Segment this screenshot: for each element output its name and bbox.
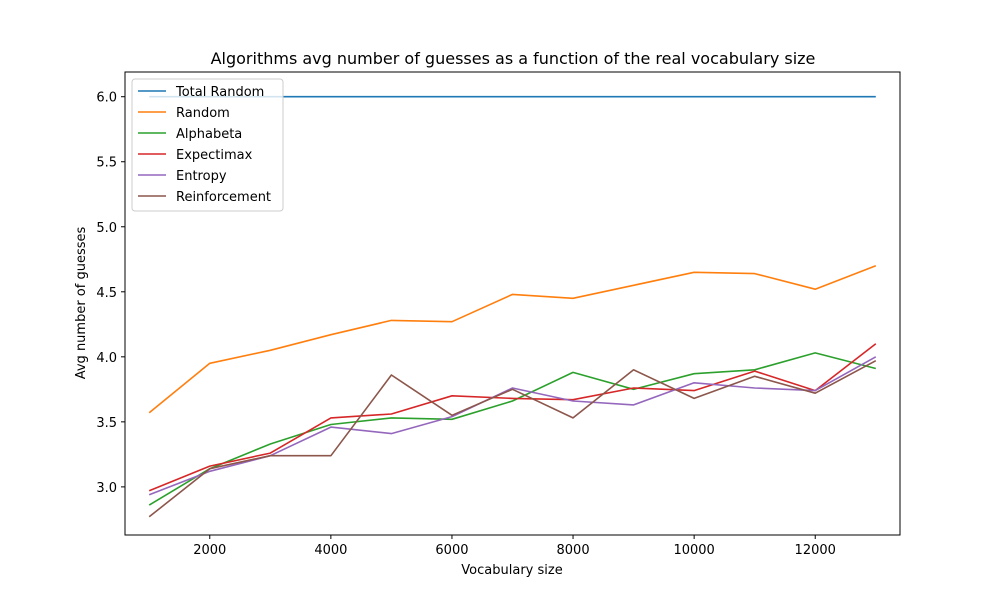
axes-frame — [124, 71, 901, 536]
y-tick-label: 5.0 — [96, 221, 117, 236]
series-line-alphabeta — [148, 352, 876, 506]
legend-label-alphabeta: Alphabeta — [176, 127, 242, 142]
x-axis-ticks: 2000 4000 6000 8000 10000 12000 — [193, 535, 836, 558]
x-axis-label: Vocabulary size — [461, 563, 562, 578]
series-line-random — [148, 265, 877, 414]
y-tick-label: 5.5 — [96, 156, 117, 171]
x-tick-label: 2000 — [193, 543, 226, 558]
legend: Total Random Random Alphabeta Expectimax Ent… — [131, 78, 284, 212]
y-tick-label: 4.5 — [96, 286, 117, 301]
y-axis-label: Avg number of guesses — [74, 226, 89, 379]
y-tick-label: 4.0 — [96, 351, 117, 366]
legend-entries: Total Random Random Alphabeta Expectimax Ent… — [138, 85, 271, 205]
series-line-expectimax — [148, 343, 877, 492]
x-tick-label: 8000 — [557, 543, 590, 558]
legend-label-expectimax: Expectimax — [176, 148, 253, 163]
plot-area: 2000 4000 6000 8000 10000 12000 3.0 3.5 4.0 4.5 5… — [96, 71, 901, 558]
legend-label-total-random: Total Random — [175, 85, 264, 100]
legend-box — [131, 78, 284, 212]
y-axis-ticks: 3.0 3.5 4.0 4.5 5.0 5.5 6.0 — [96, 91, 125, 496]
legend-label-random: Random — [176, 106, 230, 121]
y-tick-label: 6.0 — [96, 91, 117, 106]
x-tick-label: 4000 — [314, 543, 347, 558]
x-tick-label: 10000 — [673, 543, 714, 558]
x-tick-label: 12000 — [795, 543, 836, 558]
chart-title: Algorithms avg number of guesses as a fu… — [211, 49, 816, 68]
y-tick-label: 3.5 — [96, 416, 117, 431]
legend-label-entropy: Entropy — [176, 169, 227, 184]
x-tick-label: 6000 — [435, 543, 468, 558]
y-tick-label: 3.0 — [96, 481, 117, 496]
series-line-reinforcement — [148, 359, 877, 518]
legend-label-reinforcement: Reinforcement — [176, 190, 271, 205]
